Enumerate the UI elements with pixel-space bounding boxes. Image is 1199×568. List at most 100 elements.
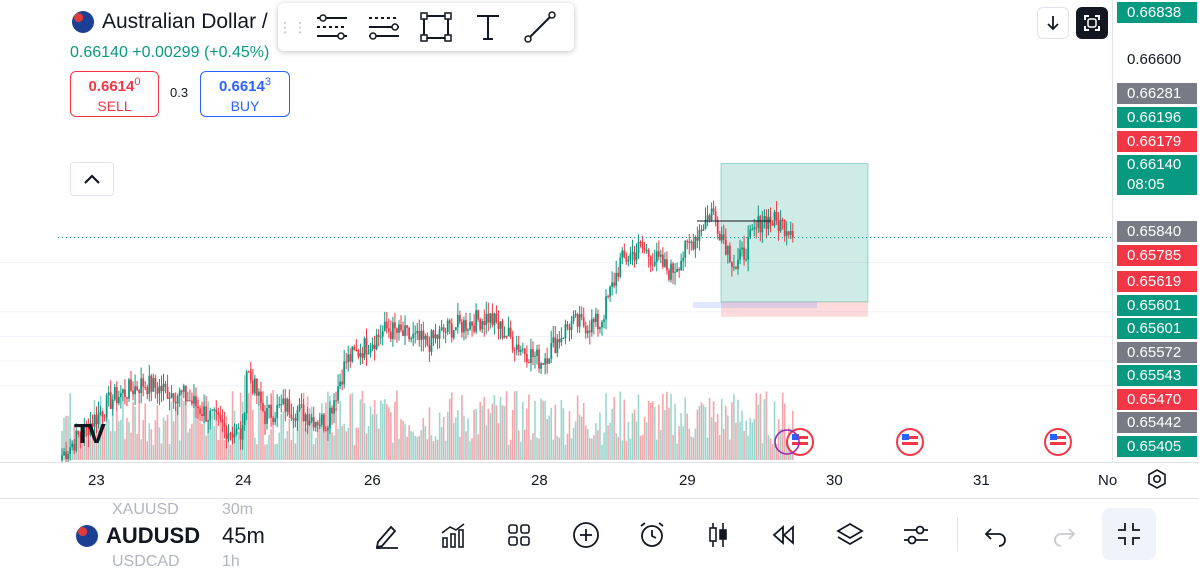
sell-button[interactable]: 0.66140 SELL [70,71,159,117]
undo-button[interactable] [980,519,1012,551]
candle-body [599,327,601,330]
volume-bar [199,422,201,460]
chart-pane[interactable]: Australian Dollar / 0.66140 +0.00299 (+0… [0,0,1112,462]
volume-bar [542,400,544,460]
candle-body [117,397,120,404]
indicators-icon [441,523,465,548]
volume-bar [369,406,372,460]
volume-bar [353,444,356,460]
timeframe-prev[interactable]: 30m [222,501,254,518]
exit-fullscreen-button[interactable] [1102,508,1156,560]
australia-flag-icon [76,525,98,547]
rectangle-button[interactable] [410,3,462,51]
volume-bar [718,434,721,460]
volume-bar [519,441,522,460]
candle-body [735,266,737,269]
replay-button[interactable] [768,519,800,551]
volume-bar [187,432,189,460]
alerts-button[interactable] [636,519,668,551]
volume-bar [113,430,116,460]
candle-body [249,371,252,381]
candle-body [649,256,652,265]
scroll-to-latest-button[interactable] [1037,7,1069,39]
candle-body [247,371,250,373]
price-label-text: 0.65619 [1127,273,1182,290]
candle-body [538,349,540,369]
trend-channel-button[interactable] [306,3,358,51]
settings-button[interactable] [900,519,932,551]
volume-bar [280,413,283,460]
volume-bar [223,440,226,460]
volume-bar [599,412,601,460]
candlestick-chart[interactable] [0,0,1112,462]
candle-body [712,208,715,212]
time-axis[interactable]: 23 24 26 28 29 30 31 No [0,462,1199,498]
drawing-tools-button[interactable] [371,519,403,551]
redo-button[interactable] [1048,519,1080,551]
volume-bar [111,402,114,460]
candle-body [495,313,498,323]
volume-bar [156,405,159,460]
candle-body [625,256,628,262]
candle-body [69,447,72,454]
volume-bar [300,406,303,460]
buy-button[interactable]: 0.66143 BUY [200,71,290,117]
indicators-button[interactable] [437,519,469,551]
volume-bar [615,433,617,460]
line-tool-button[interactable] [514,3,566,51]
volume-bar [349,394,352,460]
candle-body [603,319,605,322]
volume-bar [343,423,345,460]
volume-bar [658,404,660,460]
symbol-next[interactable]: USDCAD [112,553,180,568]
add-button[interactable] [570,519,602,551]
price-axis[interactable]: 0.66838 0.66600 0.66281 0.66196 0.66179 0.661… [1112,0,1199,462]
volume-bar [107,419,110,460]
price-label: 0.65543 [1117,365,1197,386]
candle-body [207,420,210,422]
volume-bar [160,443,163,460]
volume-bar [304,428,307,460]
drag-handle-icon[interactable]: ⋮⋮ [278,18,308,35]
volume-bar [361,390,364,460]
candle-body [148,375,151,394]
symbol-title[interactable]: Australian Dollar / [72,10,268,34]
price-label-text: 0.65442 [1127,414,1182,431]
fullscreen-button[interactable] [1076,7,1108,39]
candle-body [268,404,270,409]
volume-bar [783,403,786,460]
candle-body [156,387,159,394]
chart-type-button[interactable] [702,519,734,551]
buy-label: BUY [230,98,260,114]
symbol-selector[interactable]: AUDUSD [76,523,200,549]
volume-bar [205,435,207,460]
candle-body [627,260,630,262]
volume-bar [396,390,398,460]
object-tree-button[interactable] [834,519,866,551]
fib-retracement-button[interactable] [358,3,410,51]
volume-bar [568,410,571,460]
candle-body [647,250,650,257]
volume-bar [444,440,447,460]
volume-bar [375,414,378,460]
candle-body [728,245,731,262]
volume-bar [586,428,589,460]
candle-body [274,418,277,423]
symbol-prev[interactable]: XAUUSD [112,501,179,518]
candle-body [351,346,354,362]
chart-settings-button[interactable] [1146,468,1168,490]
collapse-legend-button[interactable] [70,162,114,196]
text-tool-button[interactable] [462,3,514,51]
candle-body [554,337,557,354]
candle-body [160,386,163,392]
candle-body [724,239,727,255]
timeframe-selector[interactable]: 45m [222,523,265,548]
layouts-button[interactable] [503,519,535,551]
candle-body [400,324,402,331]
volume-bar [477,434,479,460]
volume-bar [558,437,561,460]
timeframe-next[interactable]: 1h [222,553,240,568]
last-price: 0.66140 [70,44,128,61]
price-label-text: 0.65405 [1127,438,1182,455]
volume-bar [459,436,461,460]
